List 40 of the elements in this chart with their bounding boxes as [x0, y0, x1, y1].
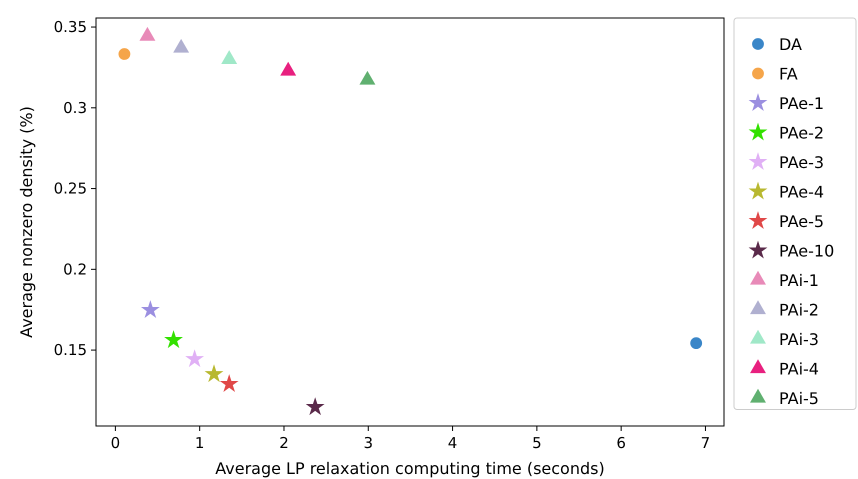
legend-label: PAe-5 [779, 212, 824, 231]
legend-label: PAe-3 [779, 153, 824, 172]
point [164, 330, 183, 348]
legend-label: PAe-1 [779, 94, 824, 113]
x-tick-label: 0 [110, 434, 120, 452]
y-axis-title: Average nonzero density (%) [17, 106, 36, 338]
point [139, 26, 156, 41]
y-tick-label: 0.25 [54, 180, 87, 198]
y-tick-label: 0.3 [63, 98, 87, 117]
x-tick-label: 6 [616, 434, 626, 452]
point [359, 70, 376, 85]
x-tick-label: 4 [448, 434, 458, 452]
y-tick-label: 0.35 [54, 18, 87, 36]
x-tick-label: 5 [532, 434, 542, 452]
x-tick-label: 2 [279, 434, 289, 452]
x-axis-title: Average LP relaxation computing time (seconds) [215, 459, 605, 478]
legend-label: PAi-3 [779, 330, 819, 349]
legend-label: PAi-2 [779, 300, 819, 320]
legend-label: PAe-4 [779, 182, 824, 202]
point [690, 337, 702, 350]
legend-label: DA [779, 35, 802, 54]
point [220, 374, 239, 392]
legend-label: PAi-4 [779, 360, 819, 378]
legend-label: FA [779, 64, 798, 84]
point [204, 364, 224, 382]
point [280, 62, 296, 76]
legend-label: PAe-10 [779, 242, 834, 260]
point [173, 38, 190, 53]
point [185, 349, 204, 368]
y-tick-label: 0.2 [63, 260, 87, 278]
x-tick-label: 1 [194, 434, 204, 452]
point [306, 397, 325, 416]
legend-label: PAe-2 [779, 124, 824, 142]
point [221, 50, 238, 64]
x-tick-label: 7 [700, 434, 710, 452]
x-tick-label: 3 [364, 434, 374, 452]
point [140, 300, 160, 318]
legend-label: PAi-1 [779, 271, 819, 290]
y-tick-label: 0.15 [54, 341, 87, 360]
legend-label: PAi-5 [779, 389, 819, 408]
